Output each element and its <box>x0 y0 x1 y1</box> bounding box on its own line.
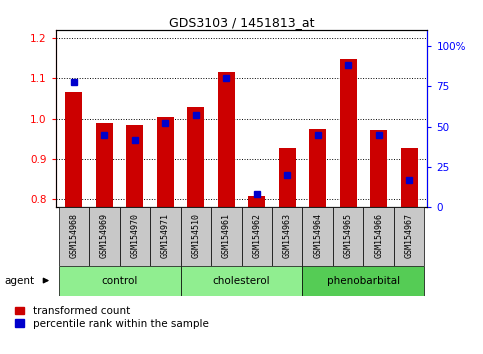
Text: GSM154969: GSM154969 <box>100 213 109 258</box>
Bar <box>302 207 333 266</box>
Bar <box>120 207 150 266</box>
Text: GSM154964: GSM154964 <box>313 213 322 258</box>
Bar <box>218 72 235 207</box>
Bar <box>211 207 242 266</box>
Bar <box>96 122 113 207</box>
Text: GSM154966: GSM154966 <box>374 213 383 258</box>
Bar <box>157 116 174 207</box>
Bar <box>127 125 143 207</box>
Text: GSM154961: GSM154961 <box>222 213 231 258</box>
Text: GSM154963: GSM154963 <box>283 213 292 258</box>
Text: GSM154971: GSM154971 <box>161 213 170 258</box>
Bar <box>309 129 326 207</box>
Bar <box>340 59 356 207</box>
Legend: transformed count, percentile rank within the sample: transformed count, percentile rank withi… <box>15 306 209 329</box>
Text: GSM154965: GSM154965 <box>344 213 353 258</box>
Text: control: control <box>101 275 138 286</box>
Text: GSM154962: GSM154962 <box>252 213 261 258</box>
Text: agent: agent <box>5 275 35 286</box>
Bar <box>58 207 89 266</box>
Bar <box>394 207 425 266</box>
Title: GDS3103 / 1451813_at: GDS3103 / 1451813_at <box>169 16 314 29</box>
Bar <box>401 148 417 207</box>
Text: GSM154967: GSM154967 <box>405 213 413 258</box>
Bar <box>248 196 265 207</box>
Bar <box>187 107 204 207</box>
Bar <box>150 207 181 266</box>
Bar <box>181 266 302 296</box>
Bar <box>302 266 425 296</box>
Bar <box>272 207 302 266</box>
Bar <box>242 207 272 266</box>
Bar <box>181 207 211 266</box>
Bar <box>58 266 181 296</box>
Bar <box>89 207 120 266</box>
Text: GSM154970: GSM154970 <box>130 213 139 258</box>
Bar <box>370 130 387 207</box>
Bar <box>279 148 296 207</box>
Text: GSM154968: GSM154968 <box>70 213 78 258</box>
Text: GSM154510: GSM154510 <box>191 213 200 258</box>
Bar <box>333 207 363 266</box>
Text: phenobarbital: phenobarbital <box>327 275 400 286</box>
Bar <box>363 207 394 266</box>
Bar <box>66 92 82 207</box>
Text: cholesterol: cholesterol <box>213 275 270 286</box>
